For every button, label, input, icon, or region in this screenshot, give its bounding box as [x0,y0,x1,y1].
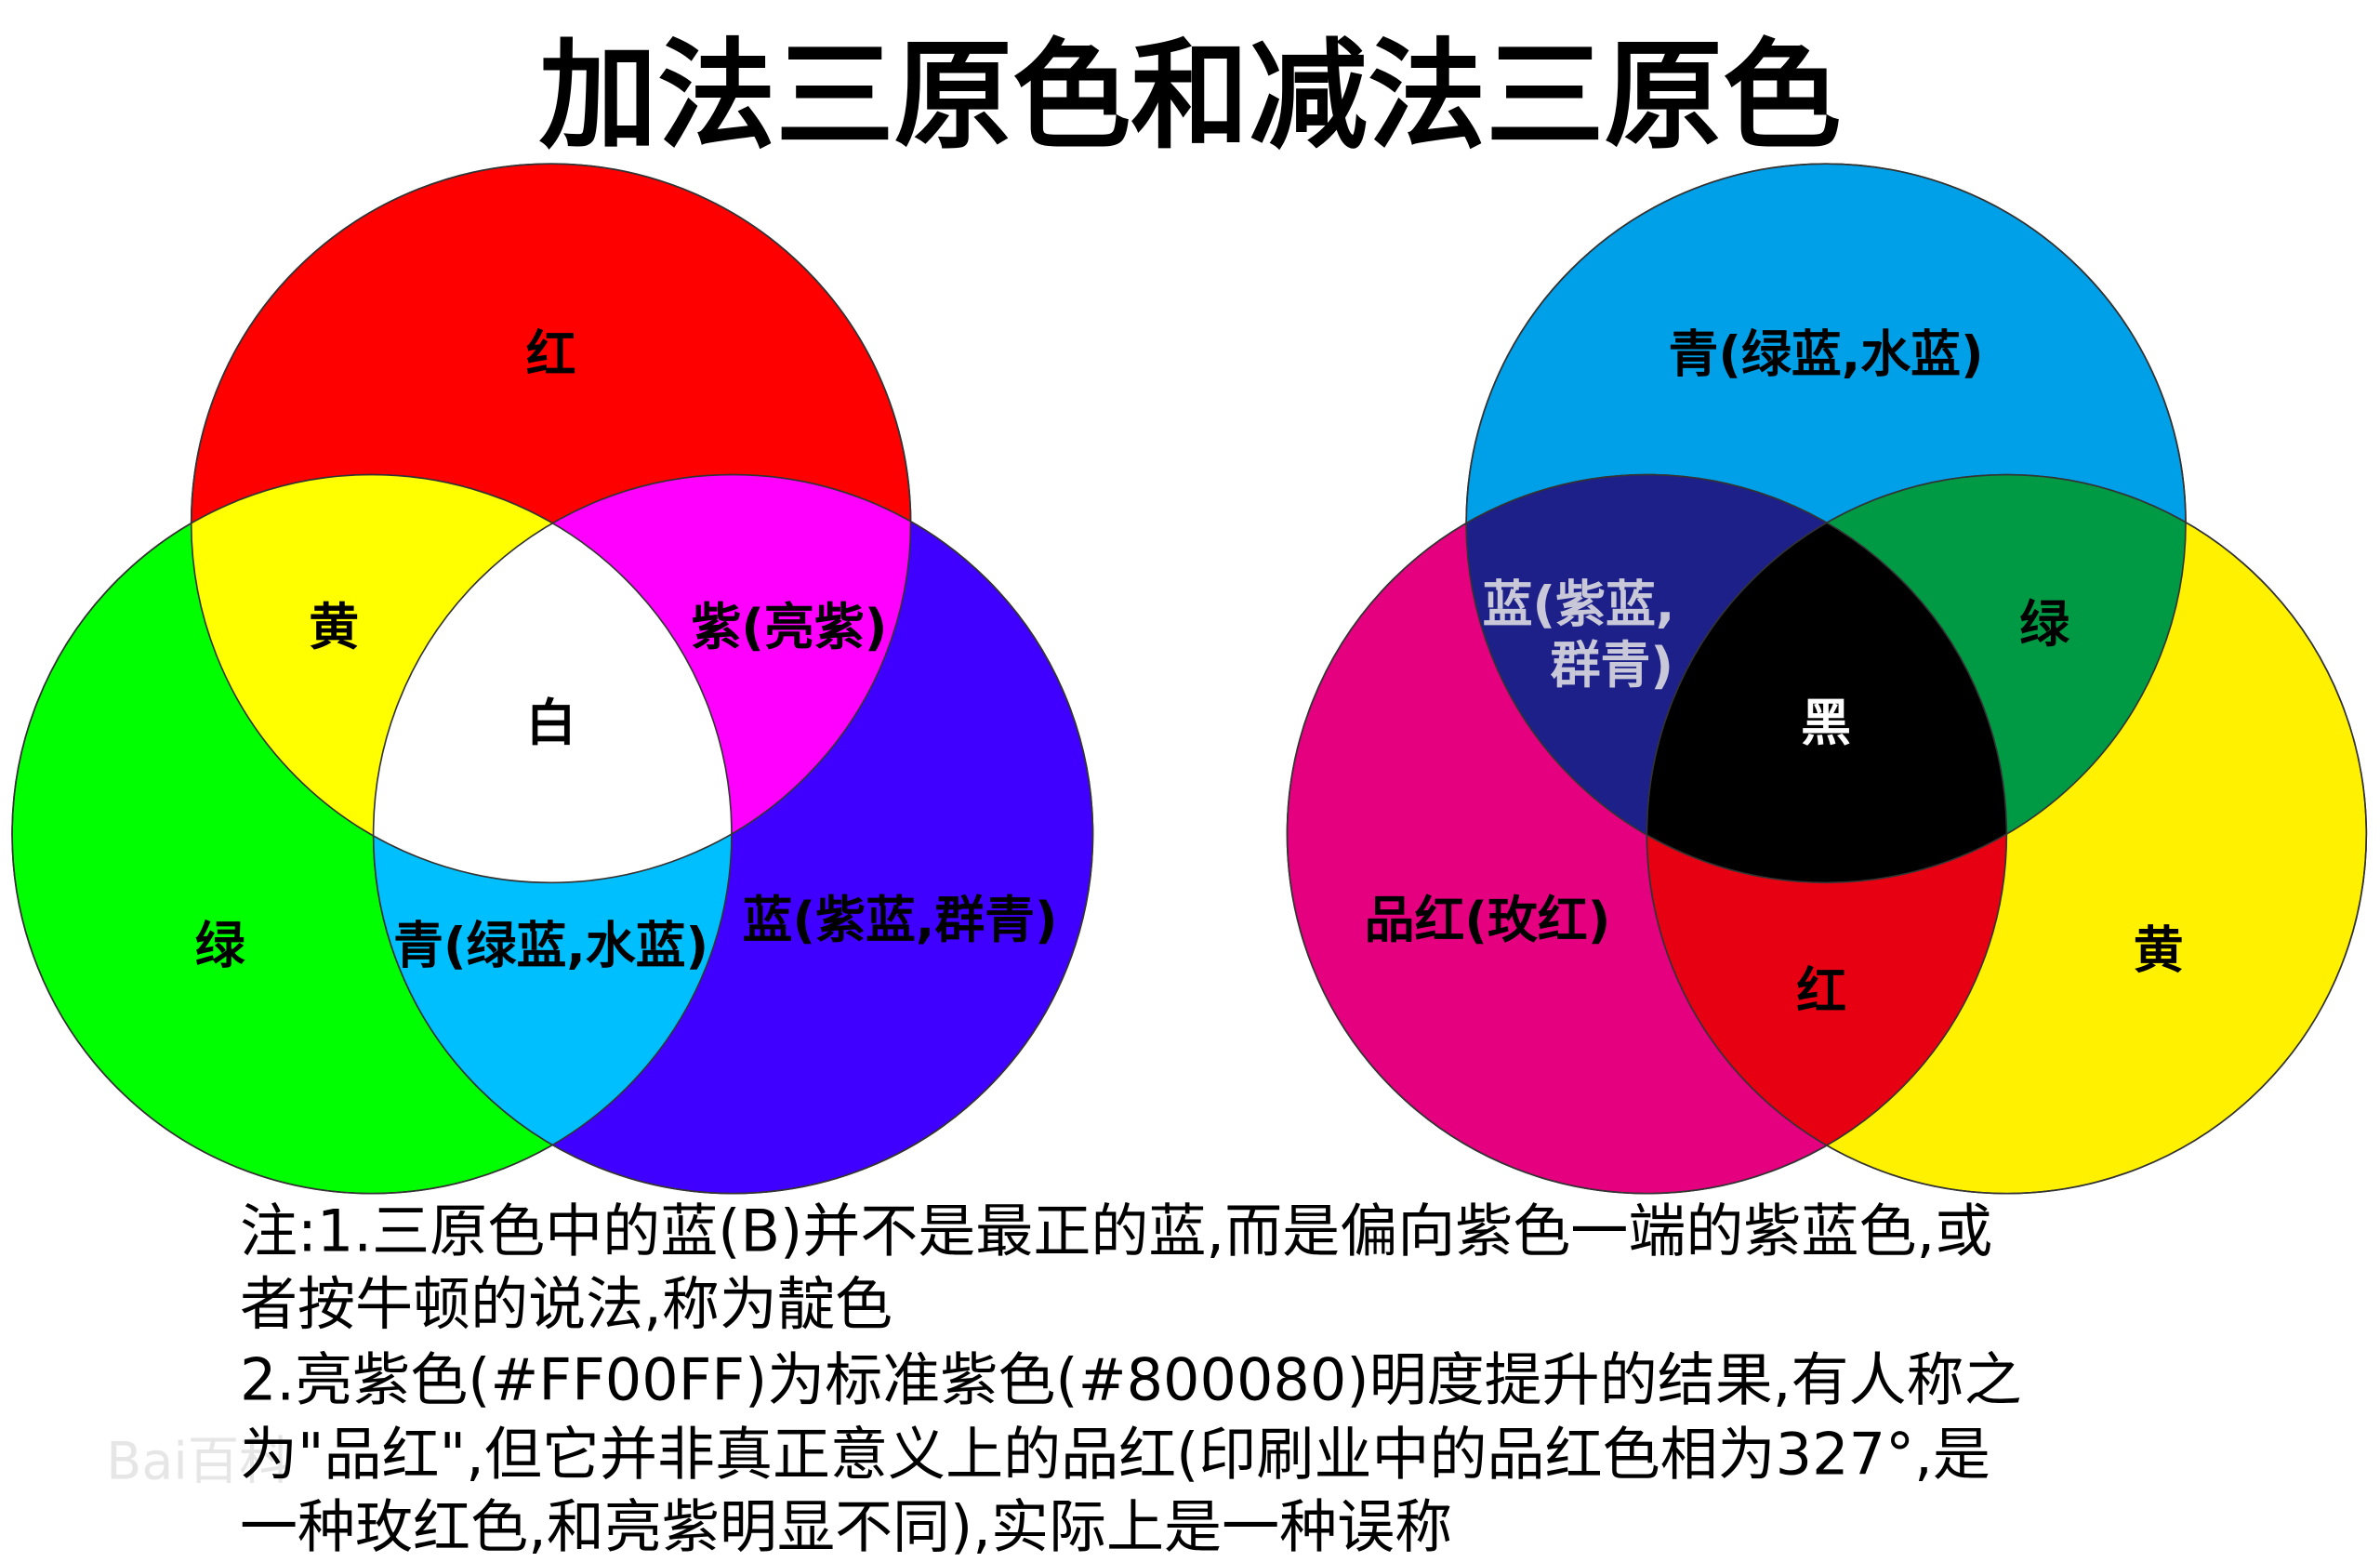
label-black-sub: 黑 [1801,694,1851,752]
label-cyan-sub: 青(绿蓝,水蓝) [1669,325,1984,384]
additive-white-region [373,474,732,883]
label-red-sub: 红 [1796,962,1846,1021]
subtractive-venn [1286,163,2368,1195]
note-line: 者按牛顿的说法,称为靛色 [240,1270,892,1338]
label-red: 红 [526,325,576,384]
notes: 注:1.三原色中的蓝(B)并不是最正的蓝,而是偏向紫色一端的紫蓝色,或 者按牛顿… [240,1198,2022,1561]
label-green: 绿 [195,917,246,975]
page-title: 加法三原色和减法三原色 [539,28,1842,165]
label-yellow-sub: 黄 [2134,921,2184,980]
label-magenta-sub: 品红(玫红) [1365,891,1611,949]
label-yellow: 黄 [309,598,359,656]
label-white: 白 [526,694,576,752]
additive-venn [11,163,1094,1195]
label-blue-sub-line1: 蓝(紫蓝, [1483,576,1675,634]
note-line: 一种玫红色,和亮紫明显不同),实际上是一种误称 [240,1493,1452,1561]
note-line: 为"品红",但它并非真正意义上的品红(印刷业中的品红色相为327°,是 [240,1420,1990,1488]
label-magenta: 紫(亮紫) [692,598,888,656]
label-blue: 蓝(紫蓝,群青) [743,891,1058,949]
note-line: 2.亮紫色(#FF00FF)为标准紫色(#800080)明度提升的结果,有人称之 [240,1346,2022,1414]
baidu-watermark: Bai百科 [106,1432,291,1491]
label-blue-sub-line2: 群青) [1551,636,1673,695]
label-cyan: 青(绿蓝,水蓝) [393,917,708,975]
label-green-sub: 绿 [2019,595,2070,654]
note-line: 注:1.三原色中的蓝(B)并不是最正的蓝,而是偏向紫色一端的紫蓝色,或 [240,1198,1992,1265]
subtractive-black-region [1646,474,2007,883]
